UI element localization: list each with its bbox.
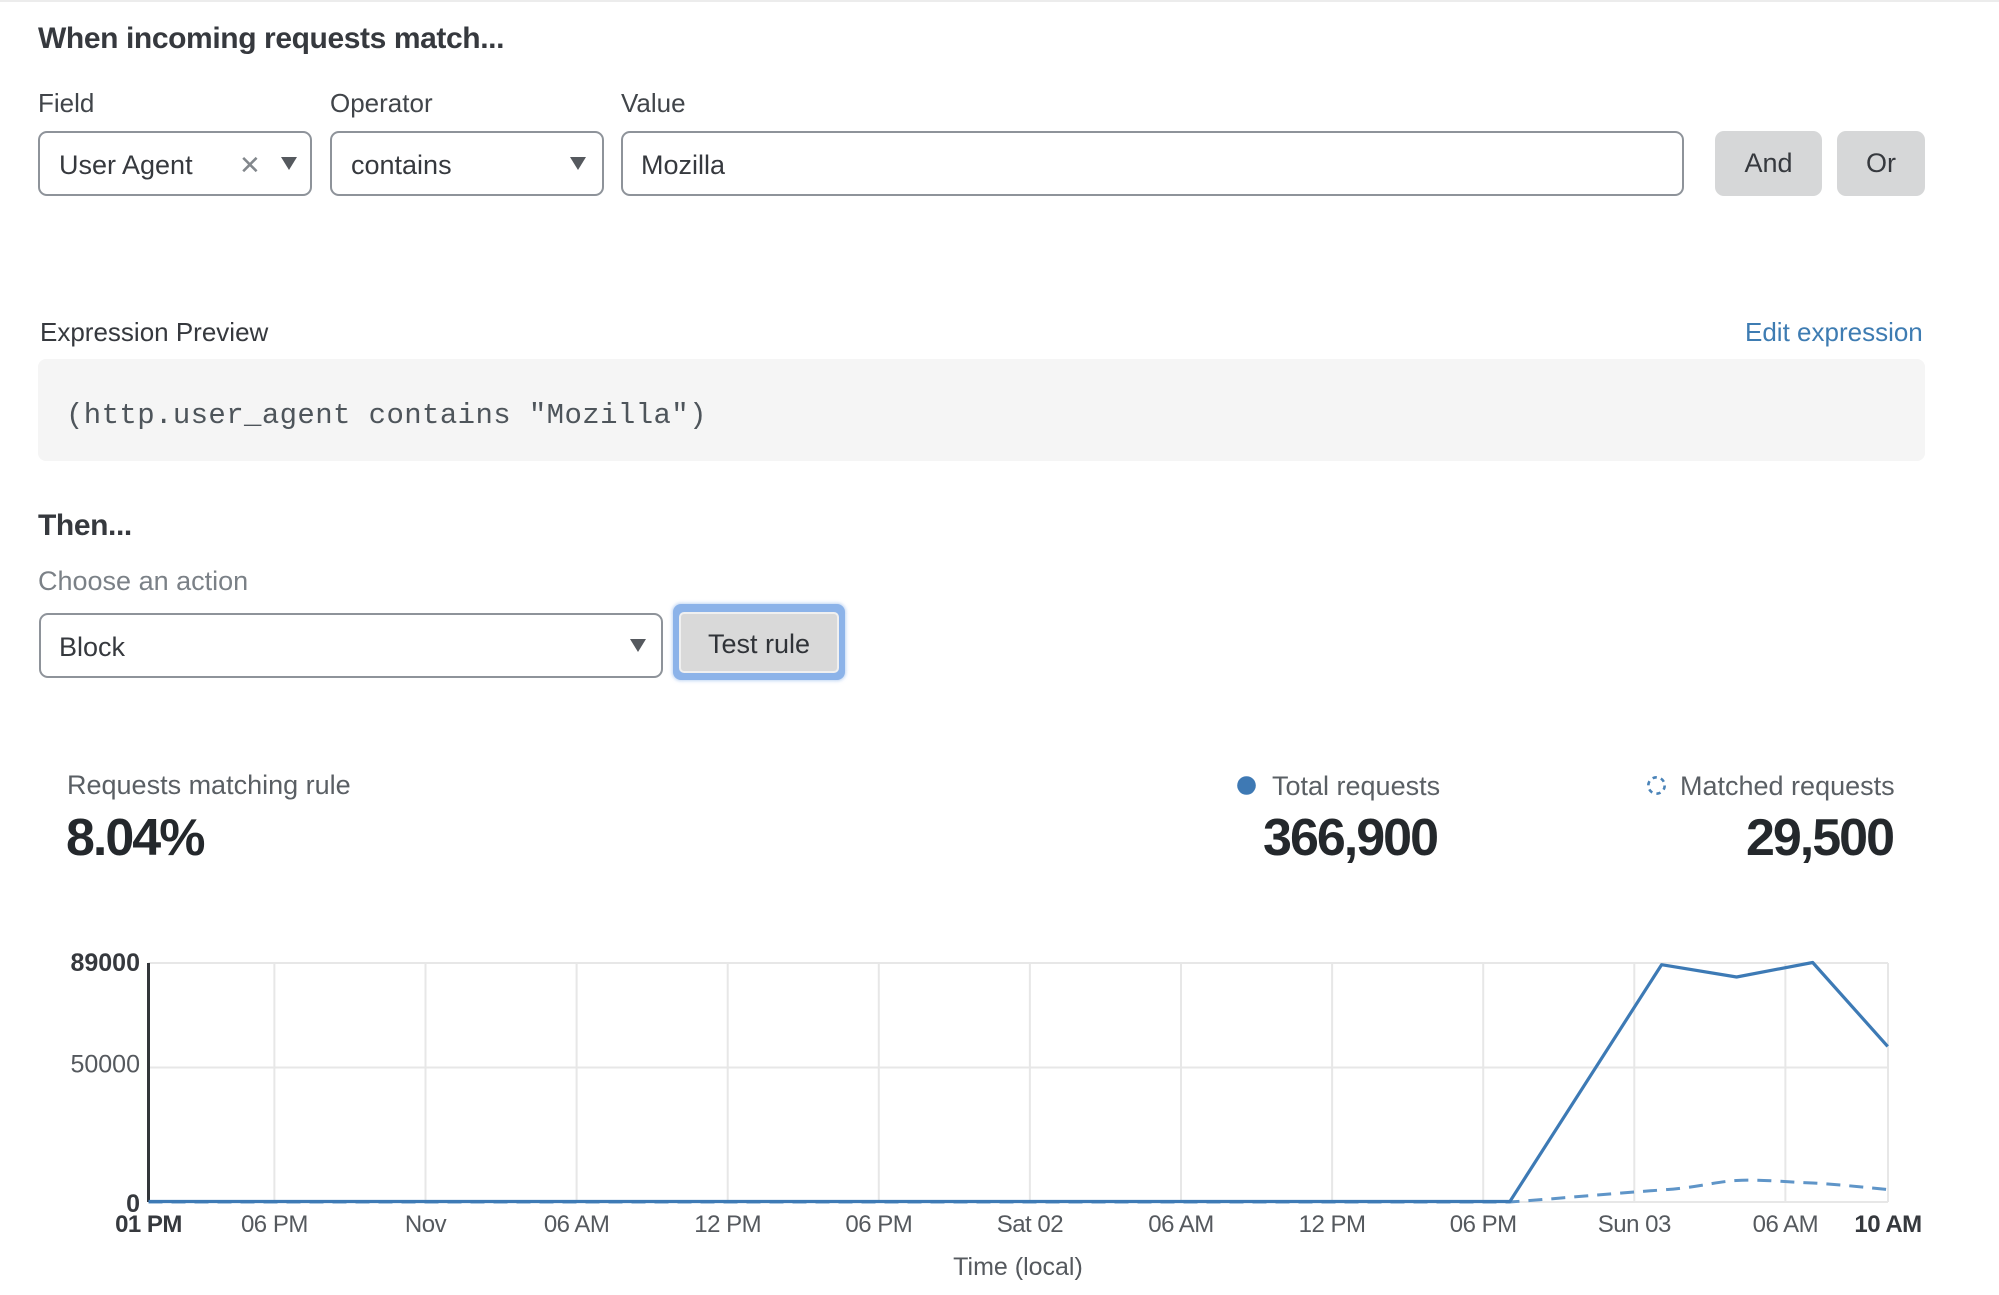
svg-text:50000: 50000 [70,1051,140,1079]
svg-text:0: 0 [126,1190,140,1218]
svg-text:06 AM: 06 AM [1148,1211,1214,1238]
svg-text:12 PM: 12 PM [694,1211,761,1238]
svg-text:06 PM: 06 PM [1450,1211,1517,1238]
svg-text:Sat 02: Sat 02 [997,1211,1064,1238]
svg-text:06 PM: 06 PM [845,1211,912,1238]
svg-text:10 AM: 10 AM [1854,1211,1921,1238]
svg-text:Sun 03: Sun 03 [1598,1211,1671,1238]
svg-text:06 PM: 06 PM [241,1211,308,1238]
svg-text:06 AM: 06 AM [544,1211,610,1238]
svg-text:Time (local): Time (local) [953,1253,1083,1281]
svg-text:Nov: Nov [405,1211,447,1238]
svg-text:06 AM: 06 AM [1753,1211,1819,1238]
svg-text:12 PM: 12 PM [1299,1211,1366,1238]
svg-text:01 PM: 01 PM [115,1211,182,1238]
svg-text:89000: 89000 [70,949,140,977]
